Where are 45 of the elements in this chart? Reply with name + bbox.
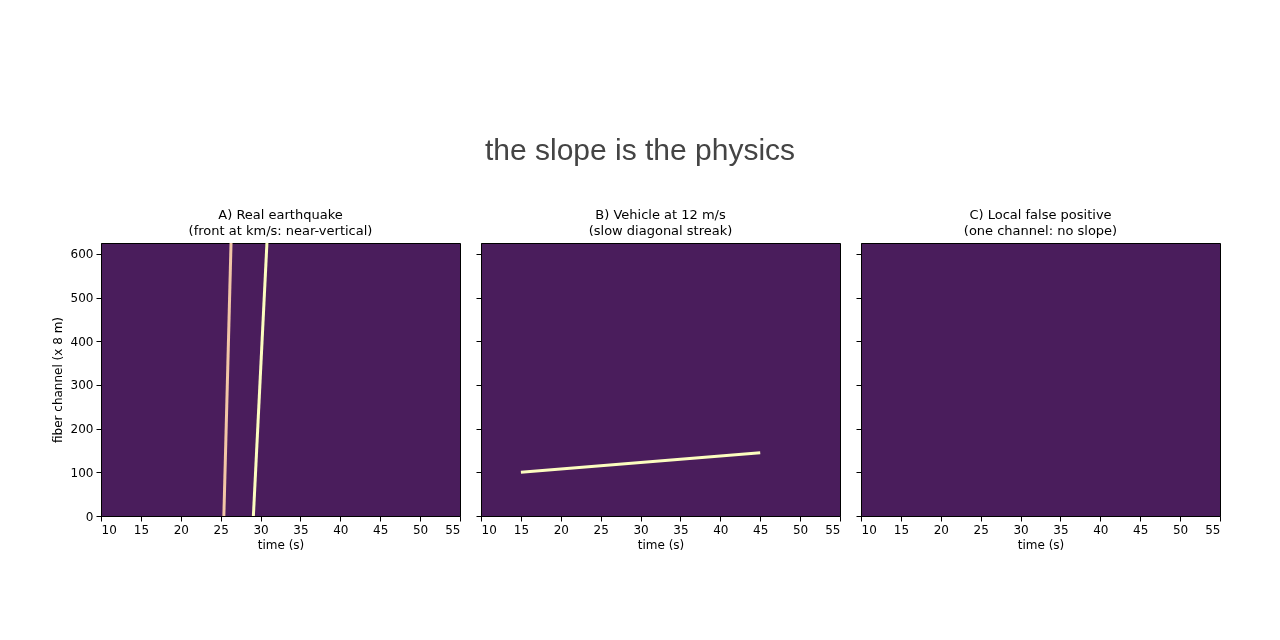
x-axis-title: time (s) — [1017, 537, 1065, 552]
x-tick-label: 40 — [713, 522, 729, 537]
y-tick-label: 400 — [70, 334, 94, 349]
x-tick-label: 10 — [861, 522, 877, 537]
chart-title: C) Local false positive (one channel: no slope) — [963, 207, 1118, 238]
x-tick-label: 55 — [445, 522, 461, 537]
x-tick-label: 20 — [173, 522, 189, 537]
x-tick-label: 10 — [101, 522, 117, 537]
x-tick-label: 30 — [253, 522, 269, 537]
x-tick-label: 15 — [513, 522, 530, 537]
x-axis-title: time (s) — [257, 537, 305, 552]
chart-title: A) Real earthquake (front at km/s: near-vertical) — [188, 207, 373, 238]
y-tick-label: 300 — [70, 378, 94, 393]
x-tick-label: 15 — [893, 522, 910, 537]
x-tick-label: 15 — [133, 522, 150, 537]
x-tick-label: 30 — [633, 522, 649, 537]
x-tick-label: 30 — [1013, 522, 1029, 537]
x-tick-label: 45 — [373, 522, 389, 537]
x-axis-title: time (s) — [637, 537, 685, 552]
y-axis-title: fiber channel (x 8 m) — [50, 316, 65, 444]
x-tick-label: 25 — [593, 522, 609, 537]
x-tick-label: 25 — [973, 522, 989, 537]
x-tick-label: 55 — [825, 522, 841, 537]
x-tick-label: 35 — [1053, 522, 1069, 537]
x-tick-label: 25 — [213, 522, 229, 537]
y-tick-label: 0 — [85, 509, 94, 524]
x-tick-label: 45 — [753, 522, 769, 537]
x-tick-label: 50 — [1172, 522, 1189, 537]
x-tick-label: 50 — [792, 522, 809, 537]
x-tick-label: 40 — [333, 522, 349, 537]
x-tick-label: 20 — [933, 522, 949, 537]
y-tick-label: 200 — [70, 422, 94, 437]
x-tick-label: 45 — [1133, 522, 1149, 537]
x-tick-label: 40 — [1093, 522, 1109, 537]
x-tick-label: 55 — [1205, 522, 1221, 537]
x-tick-label: 20 — [553, 522, 569, 537]
x-tick-label: 10 — [481, 522, 497, 537]
x-tick-label: 50 — [412, 522, 429, 537]
y-tick-label: 500 — [70, 291, 94, 306]
x-tick-label: 35 — [293, 522, 309, 537]
x-tick-label: 35 — [673, 522, 689, 537]
text: the slope is the physics — [484, 133, 796, 166]
y-tick-label: 600 — [70, 247, 94, 262]
chart-title: B) Vehicle at 12 m/s (slow diagonal streak) — [588, 207, 733, 238]
y-tick-label: 100 — [70, 465, 94, 480]
